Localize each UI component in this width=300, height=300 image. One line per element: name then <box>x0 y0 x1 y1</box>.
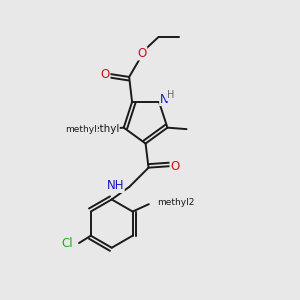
Text: Cl: Cl <box>61 237 73 250</box>
Text: O: O <box>101 68 110 80</box>
Text: methyl: methyl <box>83 124 119 134</box>
Text: methyl2: methyl2 <box>157 198 194 207</box>
Text: O: O <box>137 47 147 60</box>
Text: methyl: methyl <box>65 124 97 134</box>
Text: N: N <box>160 92 169 106</box>
Text: O: O <box>170 160 179 173</box>
Text: H: H <box>167 91 174 100</box>
Text: NH: NH <box>106 179 124 192</box>
